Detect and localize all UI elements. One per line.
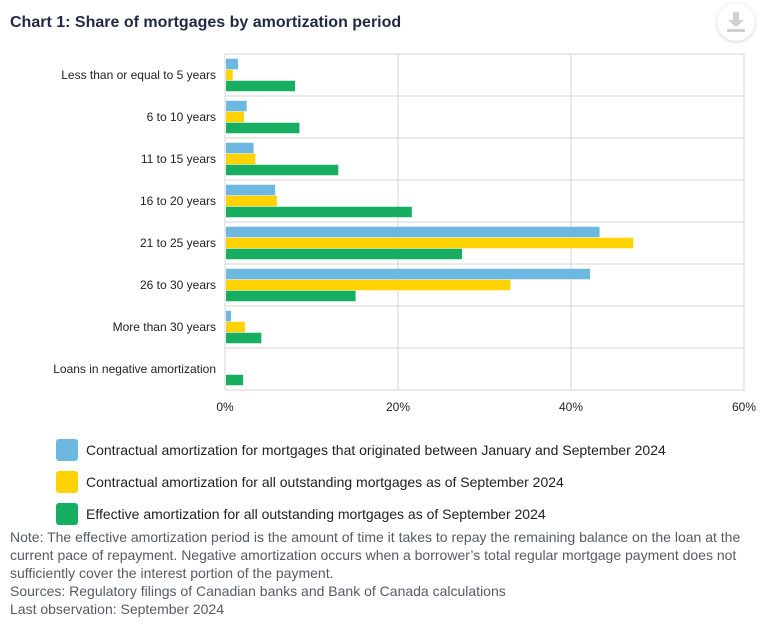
bar-11-to-15-years-series-2 [226,153,256,165]
legend-item-contractual-outstanding[interactable]: Contractual amortization for all outstan… [56,470,666,494]
category-label-loans-in-negative-amortization: Loans in negative amortization [53,362,216,376]
bar-less-than-or-equal-to-5-years-series-3 [226,80,296,92]
legend-label: Contractual amortization for mortgages t… [86,442,666,458]
bar-6-to-10-years-series-3 [226,122,300,134]
category-label-6-to-10-years: 6 to 10 years [147,110,216,124]
legend: Contractual amortization for mortgages t… [56,438,666,534]
bar-chart: 0% 20% 40% 60% Less than or equal to 5 years… [53,53,756,414]
download-icon [727,12,745,32]
legend-swatch-effective-outstanding [56,503,78,525]
legend-item-effective-outstanding[interactable]: Effective amortization for all outstandi… [56,502,666,526]
last-observation-text: Last observation: September 2024 [10,601,225,617]
bar-21-to-25-years-series-2 [226,237,634,249]
bar-21-to-25-years-series-1 [226,226,600,238]
bar-26-to-30-years-series-1 [226,268,591,280]
bar-less-than-or-equal-to-5-years-series-1 [226,58,238,70]
bar-loans-in-negative-amortization-series-3 [226,374,244,386]
bar-6-to-10-years-series-1 [226,100,247,112]
sources-text: Sources: Regulatory filings of Canadian … [10,583,506,599]
x-tick-label: 20% [386,400,410,414]
bar-11-to-15-years-series-3 [226,164,339,176]
bar-less-than-or-equal-to-5-years-series-2 [226,69,233,81]
bar-16-to-20-years-series-3 [226,206,412,218]
chart-title: Chart 1: Share of mortgages by amortizat… [10,14,402,31]
category-label-more-than-30-years: More than 30 years [113,320,216,334]
category-label-less-than-or-equal-to-5-years: Less than or equal to 5 years [61,68,216,82]
legend-item-originated-2024[interactable]: Contractual amortization for mortgages t… [56,438,666,462]
bar-16-to-20-years-series-2 [226,195,277,207]
x-tick-label: 60% [732,400,756,414]
bar-26-to-30-years-series-2 [226,279,511,291]
bar-11-to-15-years-series-1 [226,142,254,154]
x-tick-label: 40% [559,400,583,414]
x-tick-label: 0% [216,400,234,414]
bar-6-to-10-years-series-2 [226,111,245,123]
legend-label: Effective amortization for all outstandi… [86,506,546,522]
legend-label: Contractual amortization for all outstan… [86,474,564,490]
category-label-11-to-15-years: 11 to 15 years [141,152,216,166]
category-label-26-to-30-years: 26 to 30 years [140,278,216,292]
bar-16-to-20-years-series-1 [226,184,276,196]
category-label-21-to-25-years: 21 to 25 years [140,236,216,250]
chart-notes: Note: The effective amortization period … [10,528,758,618]
bar-more-than-30-years-series-3 [226,332,262,344]
note-text: Note: The effective amortization period … [10,529,741,581]
legend-swatch-originated-2024 [56,439,78,461]
bar-21-to-25-years-series-3 [226,248,463,260]
bar-26-to-30-years-series-3 [226,290,356,302]
legend-swatch-contractual-outstanding [56,471,78,493]
category-label-16-to-20-years: 16 to 20 years [140,194,216,208]
bar-more-than-30-years-series-2 [226,321,245,333]
download-button[interactable] [717,3,755,41]
bar-more-than-30-years-series-1 [226,310,232,322]
